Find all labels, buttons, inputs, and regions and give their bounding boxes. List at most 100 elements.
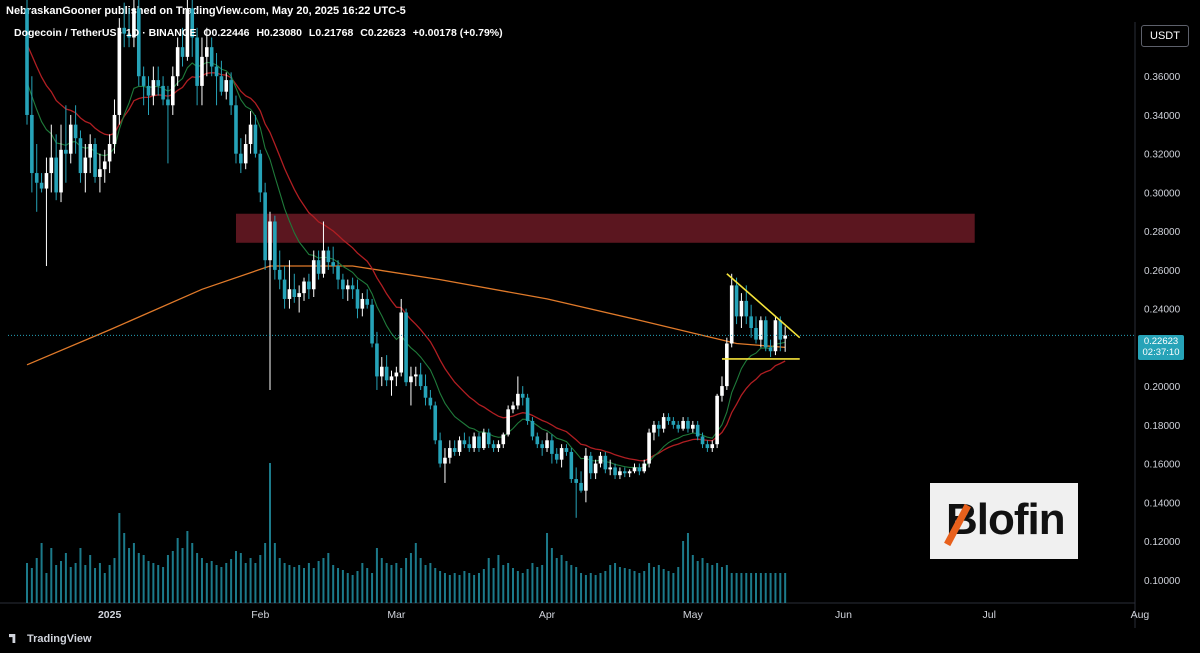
candle-body — [307, 281, 311, 290]
candle-body — [564, 448, 569, 452]
volume-bar — [341, 570, 344, 603]
candle-body — [666, 417, 671, 421]
volume-bar — [764, 573, 767, 603]
volume-bar — [521, 573, 524, 603]
publisher-text: NebraskanGooner published on TradingView… — [6, 5, 406, 17]
volume-bar — [594, 575, 597, 603]
tradingview-logo[interactable]: TradingView — [9, 633, 92, 645]
candle-body — [214, 66, 219, 77]
volume-bar — [419, 558, 422, 603]
candle-body — [554, 453, 559, 460]
candle-body — [409, 376, 413, 383]
candle-body — [30, 114, 34, 174]
volume-bar — [89, 555, 92, 603]
volume-bar — [205, 563, 208, 603]
candle-body — [491, 444, 496, 449]
candle-body — [219, 76, 224, 92]
volume-bar — [716, 563, 719, 603]
candle-body — [482, 432, 486, 449]
candle-body — [122, 27, 126, 34]
candle-body — [243, 144, 248, 164]
volume-bar — [137, 553, 140, 603]
volume-bar — [395, 563, 398, 603]
candle-body — [472, 436, 476, 449]
volume-bar — [390, 565, 393, 603]
candle-body — [657, 424, 661, 429]
candle-body — [277, 269, 282, 280]
x-tick-label: May — [683, 609, 704, 621]
candle-body — [540, 444, 544, 449]
candle-body — [501, 434, 506, 445]
y-tick-label: 0.24000 — [1144, 305, 1181, 316]
candle-body — [239, 153, 243, 164]
volume-bar — [453, 573, 456, 603]
candle-body — [253, 124, 258, 154]
candle-body — [642, 463, 647, 472]
volume-bar — [103, 573, 106, 603]
candle-body — [268, 221, 272, 261]
currency-button[interactable]: USDT — [1141, 25, 1189, 47]
volume-bar — [239, 553, 242, 603]
volume-bar — [409, 553, 412, 603]
volume-bar — [162, 567, 165, 603]
volume-bar — [439, 571, 442, 603]
candle-body — [156, 80, 161, 86]
volume-bar — [633, 571, 636, 603]
candle-body — [44, 173, 49, 189]
volume-bar — [269, 463, 271, 603]
candle-body — [729, 285, 734, 344]
volume-bar — [157, 565, 160, 603]
volume-bar — [264, 543, 267, 603]
volume-bar — [69, 567, 72, 603]
y-tick-label: 0.26000 — [1144, 266, 1181, 277]
volume-bar — [706, 563, 709, 603]
candle-body — [754, 327, 758, 340]
candle-body — [175, 47, 180, 77]
volume-bar — [604, 571, 607, 603]
x-tick-label: Mar — [387, 609, 406, 621]
volume-bar — [166, 555, 169, 603]
volume-bar — [400, 568, 403, 603]
candle-body — [452, 448, 457, 452]
symbol-legend: Dogecoin / TetherUS · 1D · BINANCE O0.22… — [14, 27, 503, 39]
volume-bar — [691, 555, 694, 603]
resistance-zone — [235, 213, 975, 243]
symbol-name[interactable]: Dogecoin / TetherUS — [14, 27, 117, 39]
volume-bar — [536, 567, 539, 603]
volume-bar — [230, 559, 233, 603]
y-tick-label: 0.10000 — [1144, 576, 1181, 587]
candle-body — [574, 479, 578, 483]
volume-bar — [774, 573, 777, 603]
candle-body — [622, 471, 627, 474]
candle-body — [423, 386, 428, 398]
volume-bar — [35, 558, 38, 603]
volume-bar — [171, 551, 174, 603]
timeframe[interactable]: 1D — [125, 27, 140, 39]
volume-bar — [682, 541, 685, 603]
candle-body — [345, 285, 350, 290]
candle-body — [34, 173, 39, 183]
volume-bar — [215, 565, 218, 603]
candle-body — [49, 157, 54, 174]
last-price-tag: 0.22623 02:37:10 — [1138, 335, 1184, 360]
tradingview-brand: TradingView — [27, 633, 92, 645]
volume-bar — [293, 567, 296, 603]
volume-bar — [30, 568, 33, 603]
candle-body — [559, 448, 564, 460]
candle-body — [428, 397, 433, 406]
candle-body — [112, 114, 117, 145]
candle-body — [93, 144, 97, 177]
volume-bar — [463, 571, 466, 603]
exchange: BINANCE — [148, 27, 197, 39]
volume-bar — [701, 558, 704, 603]
volume-bar — [249, 558, 252, 603]
volume-bar — [735, 573, 738, 603]
candle-body — [433, 405, 438, 441]
candle-body — [486, 432, 491, 445]
volume-bar — [686, 533, 689, 603]
volume-bar — [541, 565, 544, 603]
volume-bar — [26, 563, 28, 603]
candle-body — [686, 420, 690, 429]
volume-bar — [497, 555, 500, 603]
chart-canvas[interactable]: 0.10000 0.12000 0.14000 0.16000 0.18000 0.200… — [0, 0, 1200, 628]
